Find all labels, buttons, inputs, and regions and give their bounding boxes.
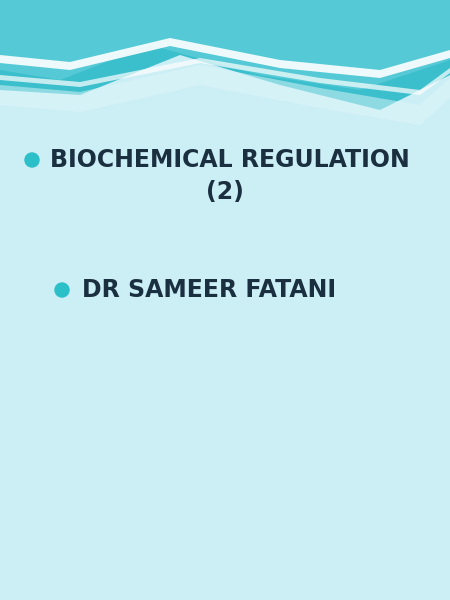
Circle shape [25, 153, 39, 167]
Text: BIOCHEMICAL REGULATION: BIOCHEMICAL REGULATION [50, 148, 410, 172]
Circle shape [55, 283, 69, 297]
Text: (2): (2) [206, 180, 244, 204]
Polygon shape [0, 0, 450, 90]
Polygon shape [0, 65, 450, 125]
Polygon shape [0, 0, 450, 110]
Text: DR SAMEER FATANI: DR SAMEER FATANI [82, 278, 336, 302]
Polygon shape [0, 58, 450, 95]
Polygon shape [0, 38, 450, 78]
